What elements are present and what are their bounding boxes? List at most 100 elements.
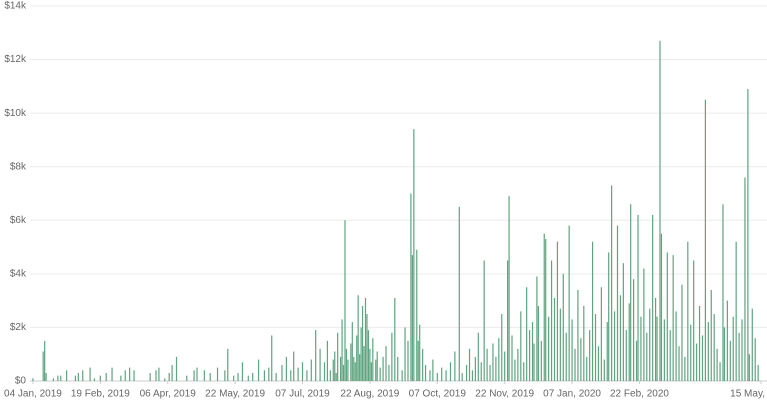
bar xyxy=(619,295,622,381)
bar xyxy=(111,367,113,381)
bar xyxy=(319,348,321,381)
bar xyxy=(461,372,463,381)
bar xyxy=(344,220,346,381)
bar xyxy=(492,343,494,381)
bar xyxy=(528,330,531,381)
bar xyxy=(741,319,743,381)
bar xyxy=(424,364,427,381)
bar xyxy=(363,346,365,381)
bar xyxy=(216,367,219,381)
bar xyxy=(351,322,353,381)
bar xyxy=(310,359,312,381)
bar xyxy=(747,89,749,382)
x-tick-label: 15 May, xyxy=(730,389,765,400)
bar xyxy=(416,249,418,381)
bar xyxy=(354,362,356,381)
bar xyxy=(548,316,550,381)
bar xyxy=(465,364,468,381)
bar xyxy=(44,340,46,381)
bar xyxy=(471,370,474,381)
bar xyxy=(611,185,613,381)
bar xyxy=(660,233,663,381)
bar xyxy=(342,364,345,381)
bar xyxy=(483,260,485,381)
bar xyxy=(663,319,665,381)
bar xyxy=(625,330,627,381)
bar xyxy=(704,99,706,381)
bar xyxy=(716,348,718,381)
bar xyxy=(735,241,737,381)
bar xyxy=(52,378,55,381)
bar xyxy=(413,129,415,381)
bar xyxy=(543,233,545,381)
y-tick-label: $0 xyxy=(15,376,27,387)
bar xyxy=(540,340,542,381)
y-tick-label: $14k xyxy=(4,1,27,12)
bar xyxy=(263,370,266,381)
bar xyxy=(129,367,131,381)
y-tick-label: $6k xyxy=(10,215,27,226)
bar xyxy=(707,322,709,381)
bar xyxy=(681,284,683,381)
bar xyxy=(297,367,299,381)
bar xyxy=(553,297,556,381)
bar xyxy=(630,204,632,381)
bar xyxy=(301,362,304,381)
bar xyxy=(334,351,336,381)
bar xyxy=(385,346,387,381)
bar xyxy=(600,287,602,381)
bar xyxy=(74,375,77,381)
bar xyxy=(678,346,680,381)
bar xyxy=(537,306,539,381)
bar xyxy=(713,314,715,381)
bar xyxy=(723,327,726,381)
bar xyxy=(556,241,559,381)
y-tick-label: $12k xyxy=(4,54,27,65)
bar xyxy=(449,362,452,381)
bar xyxy=(186,375,188,381)
x-tick-label: 07 Jul, 2019 xyxy=(275,389,330,400)
y-tick-label: $10k xyxy=(4,108,27,119)
bar xyxy=(652,214,654,381)
bar xyxy=(687,241,689,381)
bar xyxy=(379,367,381,381)
bar xyxy=(364,297,367,381)
bar xyxy=(42,351,44,381)
bar xyxy=(649,308,651,381)
bar xyxy=(559,308,561,381)
bar xyxy=(517,348,519,381)
bar xyxy=(754,338,756,381)
bar xyxy=(458,206,460,381)
bar xyxy=(77,372,79,381)
bar xyxy=(341,319,343,381)
bar xyxy=(441,367,443,381)
x-tick-label: 07 Jan, 2020 xyxy=(543,389,601,400)
x-tick-label: 22 Aug, 2019 xyxy=(340,389,399,400)
bar xyxy=(353,356,355,381)
bar xyxy=(748,354,750,381)
bar xyxy=(247,375,249,381)
bar xyxy=(93,378,96,381)
bar xyxy=(329,370,331,381)
y-tick-label: $2k xyxy=(10,322,27,333)
bar xyxy=(656,316,658,381)
bar xyxy=(586,356,588,381)
bar xyxy=(275,372,277,381)
bar xyxy=(66,370,68,381)
bar xyxy=(511,335,513,381)
bar xyxy=(339,356,342,381)
bar xyxy=(565,332,567,381)
bar xyxy=(545,239,547,381)
bar xyxy=(577,289,579,381)
bar xyxy=(350,343,352,381)
bar xyxy=(89,367,91,381)
bar xyxy=(574,348,576,381)
bar xyxy=(124,370,126,381)
bar xyxy=(326,340,329,381)
bar xyxy=(290,370,292,381)
bar xyxy=(533,343,535,381)
bar xyxy=(589,330,591,381)
bar xyxy=(732,316,734,381)
bar xyxy=(477,332,479,381)
bar xyxy=(164,378,166,381)
